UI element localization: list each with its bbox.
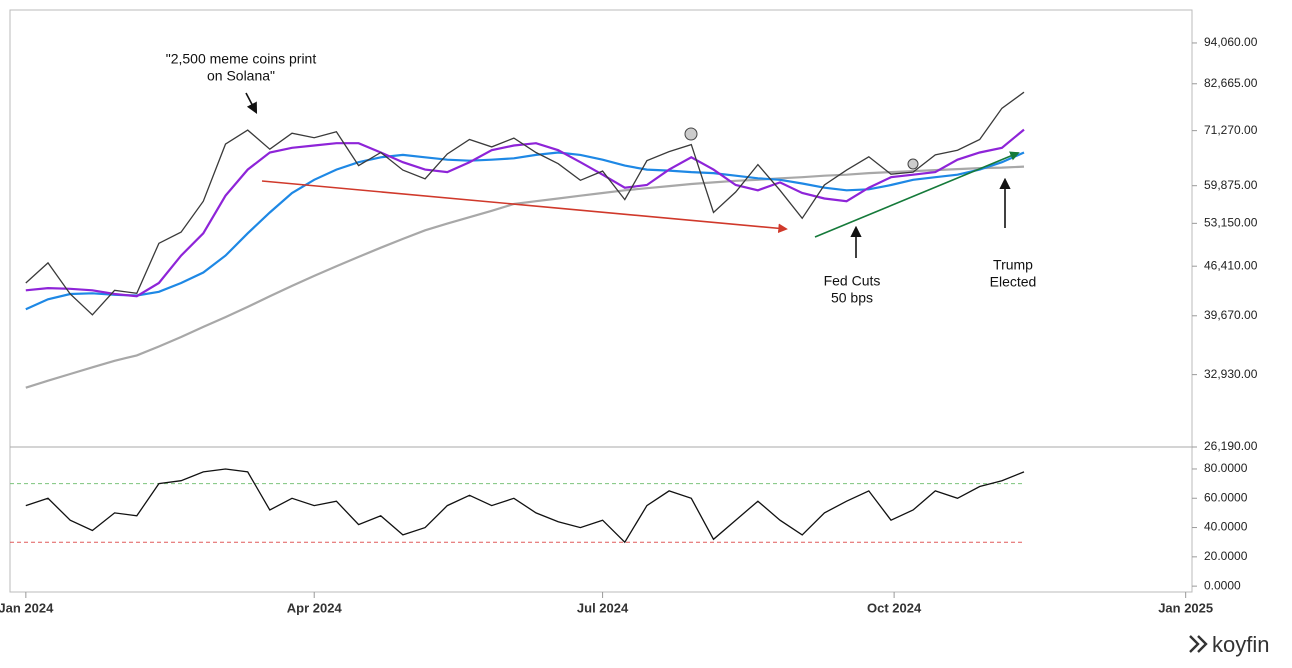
annotation: Fed Cuts — [824, 273, 881, 289]
y-tick-label: 59,875.00 — [1204, 178, 1258, 192]
y-tick-label: 39,670.00 — [1204, 308, 1258, 322]
y-tick-label: 82,665.00 — [1204, 76, 1258, 90]
annotation: 50 bps — [831, 290, 873, 306]
x-tick-label: Jan 2024 — [0, 600, 54, 615]
x-tick-label: Apr 2024 — [287, 600, 343, 615]
y-tick-label: 26,190.00 — [1204, 439, 1258, 453]
trend-arrow-down — [261, 180, 788, 234]
logo-text: koyfin — [1212, 632, 1269, 657]
annotation-arrow — [245, 92, 258, 114]
y-tick-label: 40.0000 — [1204, 520, 1248, 534]
marker-circle — [684, 127, 698, 141]
logo-icon — [1189, 635, 1208, 653]
y-tick-label: 94,060.00 — [1204, 35, 1258, 49]
logo: koyfin — [1189, 632, 1269, 657]
series-line — [25, 151, 1025, 311]
y-tick-label: 46,410.00 — [1204, 258, 1258, 272]
trend-arrow-up — [814, 151, 1020, 238]
y-tick-label: 53,150.00 — [1204, 216, 1258, 230]
chart-layer: 26,190.00 32,930.00 39,670.00 46,410.00 53,1… — [0, 35, 1258, 615]
x-tick-label: Jan 2025 — [1158, 600, 1213, 615]
y-tick-label: 32,930.00 — [1204, 367, 1258, 381]
y-tick-label: 80.0000 — [1204, 461, 1248, 475]
annotation: Trump — [993, 257, 1033, 273]
plot-frame — [9, 9, 1193, 593]
y-tick-label: 71,270.00 — [1204, 123, 1258, 137]
y-tick-label: 60.0000 — [1204, 490, 1248, 504]
series-line — [25, 128, 1025, 298]
y-tick-label: 0.0000 — [1204, 578, 1241, 592]
annotation: Elected — [990, 274, 1037, 290]
series-line — [25, 468, 1025, 544]
y-tick-label: 20.0000 — [1204, 549, 1248, 563]
series-line — [25, 165, 1025, 389]
annotation: on Solana" — [207, 68, 275, 84]
x-tick-label: Oct 2024 — [867, 600, 922, 615]
annotation: "2,500 meme coins print — [166, 51, 317, 67]
series-line — [25, 91, 1025, 316]
x-tick-label: Jul 2024 — [577, 600, 629, 615]
marker-circle — [907, 158, 919, 170]
